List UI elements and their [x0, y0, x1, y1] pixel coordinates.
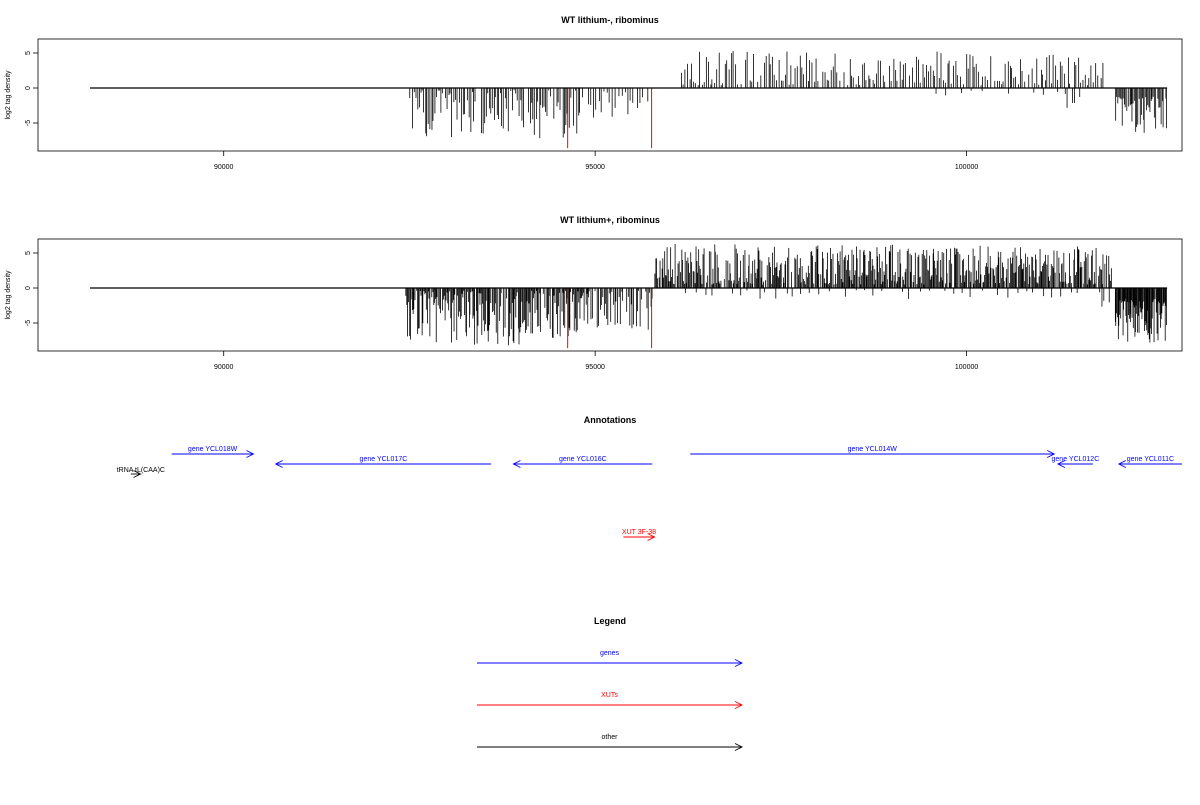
annotation-feature: XUT 3F-38: [622, 529, 656, 541]
annotations-title: Annotations: [584, 415, 637, 425]
y-tick-label: 0: [25, 286, 32, 290]
legend-items: genes XUTs other: [477, 650, 744, 751]
y-axis-label: log2 tag density: [5, 270, 12, 320]
annotation-feature: gene YCL011C: [1117, 456, 1182, 468]
feature-label: gene YCL018W: [188, 446, 238, 453]
feature-label: gene YCL012C: [1052, 456, 1100, 463]
plot-frame: [37, 38, 1183, 152]
legend-arrowhead: [734, 701, 744, 709]
data-marks: [90, 243, 1168, 349]
feature-label: gene YCL016C: [559, 456, 607, 463]
x-tick-label: 90000: [214, 164, 234, 171]
legend-item: other: [477, 734, 744, 751]
panel-title: WT lithium-, ribominus: [561, 15, 659, 25]
x-tick-label: 100000: [955, 364, 978, 371]
y-tick-label: -5: [25, 120, 32, 126]
feature-label: gene YCL017C: [360, 456, 408, 463]
feature-label: gene YCL014W: [848, 446, 898, 453]
panel-title: WT lithium+, ribominus: [560, 215, 660, 225]
x-tick-label: 100000: [955, 164, 978, 171]
feature-arrowhead: [647, 533, 656, 541]
y-tick-label: -5: [25, 320, 32, 326]
y-tick-label: 5: [25, 251, 32, 255]
feature-arrowhead: [512, 460, 521, 468]
annotation-feature: gene YCL012C: [1052, 456, 1100, 468]
legend-item: genes: [477, 650, 744, 667]
x-tick-label: 95000: [585, 364, 605, 371]
y-axis-label: log2 tag density: [5, 70, 12, 120]
feature-arrowhead: [274, 460, 283, 468]
axes: 90000 95000 100000 -5 0 5: [25, 51, 978, 171]
data-marks: [90, 50, 1168, 149]
axes: 90000 95000 100000 -5 0 5: [25, 251, 978, 371]
legend-arrowhead: [734, 743, 744, 751]
x-tick-label: 90000: [214, 364, 234, 371]
feature-label: tRNA tL(CAA)C: [117, 467, 165, 474]
panel-lithium-minus: WT lithium-, ribominus log2 tag density …: [5, 15, 1183, 171]
annotation-feature: gene YCL014W: [690, 446, 1056, 458]
y-tick-label: 0: [25, 86, 32, 90]
feature-arrowhead: [1117, 460, 1127, 468]
legend-label: XUTs: [601, 692, 618, 699]
feature-arrowhead: [133, 470, 142, 478]
feature-arrowhead: [1056, 460, 1066, 468]
annotation-feature: gene YCL016C: [512, 456, 653, 468]
panel-lithium-plus: WT lithium+, ribominus log2 tag density …: [5, 215, 1183, 371]
feature-label: XUT 3F-38: [622, 529, 656, 536]
annotation-feature: gene YCL017C: [274, 456, 492, 468]
legend-title: Legend: [594, 616, 626, 626]
annotation-feature: tRNA tL(CAA)C: [117, 467, 165, 478]
y-tick-label: 5: [25, 51, 32, 55]
feature-label: gene YCL011C: [1127, 456, 1174, 463]
legend-label: other: [602, 734, 619, 741]
legend: Legend genes XUTs other: [477, 616, 744, 751]
x-tick-label: 95000: [585, 164, 605, 171]
plot-frame: [37, 238, 1183, 352]
feature-arrowhead: [1047, 450, 1056, 458]
legend-label: genes: [600, 650, 620, 657]
legend-arrowhead: [734, 659, 744, 667]
feature-arrowhead: [246, 450, 255, 458]
annotation-features: gene YCL018W gene YCL017C gene YCL016C gene…: [117, 446, 1182, 541]
legend-item: XUTs: [477, 692, 744, 709]
annotation-feature: gene YCL018W: [171, 446, 255, 458]
